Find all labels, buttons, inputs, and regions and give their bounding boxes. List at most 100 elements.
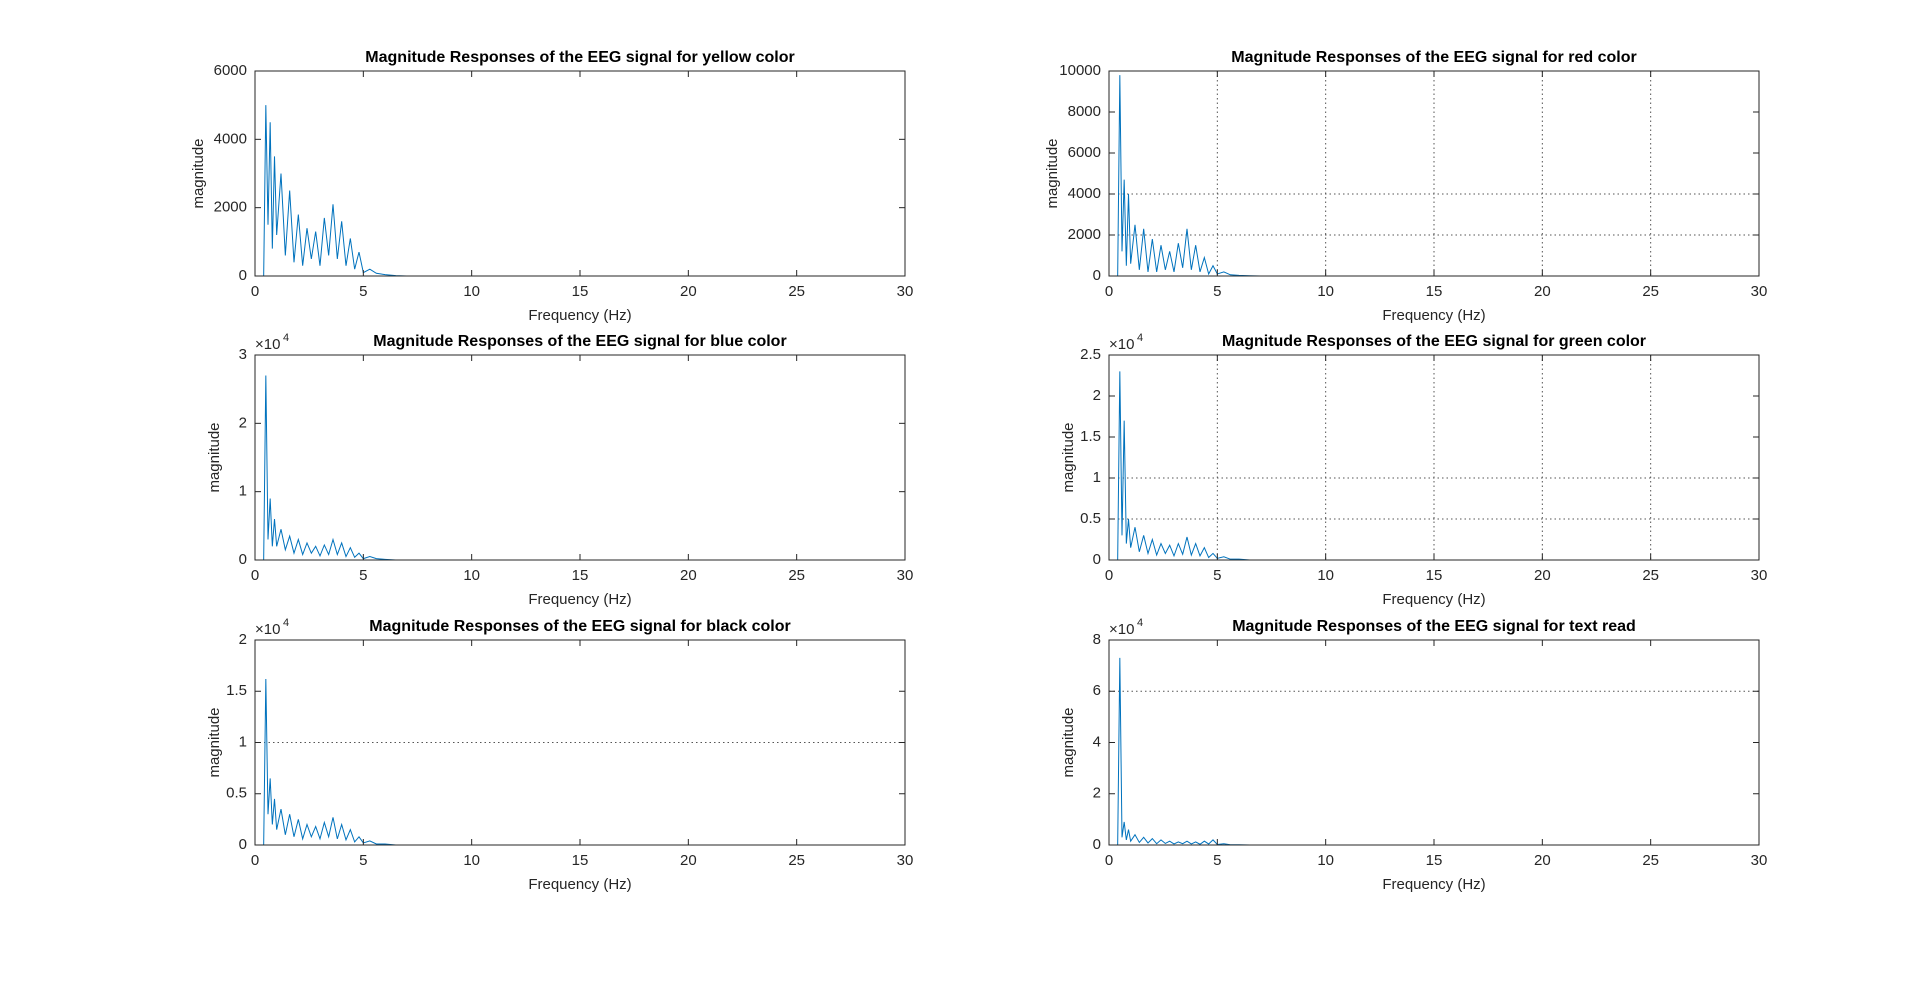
y-multiplier-power: 4 [1137, 617, 1143, 629]
y-tick-label: 2.5 [1080, 346, 1101, 363]
x-tick-label: 15 [1426, 567, 1443, 584]
subplot: 0 5 10 15 20 25 30 0 0.5 1 1.5 2 2.5 Magnitude Respon… [1060, 332, 1767, 608]
y-tick-label: 2000 [214, 199, 247, 216]
chart-title: Magnitude Responses of the EEG signal fo… [373, 333, 786, 350]
subplot: 0 5 10 15 20 25 30 0 1 2 3 Magnitude Responses of t… [206, 332, 913, 608]
subplot: 0 5 10 15 20 25 30 0 0.5 1 1.5 2 Magnitude Responses… [206, 617, 913, 893]
x-tick-label: 0 [1105, 852, 1113, 869]
x-tick-label: 25 [788, 852, 805, 869]
spectrum-line [1117, 657, 1759, 846]
x-tick-label: 30 [1751, 567, 1768, 584]
spectrum-line [1117, 75, 1759, 277]
spectrum-line [263, 105, 905, 277]
x-tick-label: 10 [1317, 283, 1334, 300]
y-multiplier-base: ×10 [255, 336, 280, 353]
x-axis-label: Frequency (Hz) [1382, 307, 1485, 324]
y-tick-label: 1 [239, 733, 247, 750]
x-axis-label: Frequency (Hz) [528, 307, 631, 324]
chart-title: Magnitude Responses of the EEG signal fo… [369, 618, 790, 635]
x-tick-label: 20 [680, 567, 697, 584]
x-tick-label: 0 [251, 852, 259, 869]
y-multiplier-base: ×10 [1109, 621, 1134, 638]
y-axis-label: magnitude [1060, 422, 1077, 492]
y-axis-label: magnitude [1060, 707, 1077, 777]
axes-background [1109, 640, 1759, 845]
x-tick-label: 5 [359, 567, 367, 584]
y-tick-label: 4000 [1068, 185, 1101, 202]
x-tick-label: 5 [1213, 852, 1221, 869]
y-tick-label: 0 [239, 551, 247, 568]
x-tick-label: 15 [1426, 852, 1443, 869]
x-tick-label: 5 [359, 283, 367, 300]
x-tick-label: 20 [680, 852, 697, 869]
x-tick-label: 20 [1534, 283, 1551, 300]
y-tick-label: 1.5 [1080, 428, 1101, 445]
subplot: 0 5 10 15 20 25 30 0 2 4 6 8 Magnitude Responses of … [1060, 617, 1767, 893]
y-tick-label: 2 [239, 414, 247, 431]
axes-background [1109, 355, 1759, 560]
y-axis-label: magnitude [190, 138, 207, 208]
x-tick-label: 5 [359, 852, 367, 869]
spectrum-line [263, 678, 905, 846]
y-tick-label: 0 [1093, 551, 1101, 568]
x-tick-label: 0 [251, 283, 259, 300]
y-multiplier-base: ×10 [255, 621, 280, 638]
y-tick-label: 4 [1093, 733, 1101, 750]
x-tick-label: 20 [1534, 567, 1551, 584]
axes-background [255, 355, 905, 560]
x-tick-label: 25 [1642, 852, 1659, 869]
subplot: 0 5 10 15 20 25 30 0 2000 4000 6000 Magnitude Respo… [190, 49, 913, 324]
y-multiplier-power: 4 [1137, 332, 1143, 344]
chart-title: Magnitude Responses of the EEG signal fo… [1232, 618, 1636, 635]
y-multiplier-power: 4 [283, 332, 289, 344]
axes-background [1109, 71, 1759, 276]
spectrum-line [1117, 371, 1759, 561]
x-axis-label: Frequency (Hz) [528, 591, 631, 608]
chart-title: Magnitude Responses of the EEG signal fo… [1231, 49, 1636, 66]
x-tick-label: 10 [463, 567, 480, 584]
y-tick-label: 2 [239, 631, 247, 648]
y-tick-label: 3 [239, 346, 247, 363]
y-tick-label: 0.5 [226, 785, 247, 802]
x-tick-label: 30 [1751, 852, 1768, 869]
x-axis-label: Frequency (Hz) [1382, 876, 1485, 893]
y-tick-label: 0 [239, 267, 247, 284]
x-tick-label: 5 [1213, 283, 1221, 300]
y-tick-label: 10000 [1059, 62, 1101, 79]
y-tick-label: 2 [1093, 785, 1101, 802]
y-tick-label: 0.5 [1080, 510, 1101, 527]
x-tick-label: 10 [1317, 852, 1334, 869]
x-tick-label: 25 [788, 283, 805, 300]
x-tick-label: 15 [572, 852, 589, 869]
y-tick-label: 6000 [1068, 144, 1101, 161]
x-tick-label: 30 [1751, 283, 1768, 300]
y-tick-label: 1 [239, 483, 247, 500]
x-tick-label: 30 [897, 852, 914, 869]
x-tick-label: 15 [572, 283, 589, 300]
y-tick-label: 6000 [214, 62, 247, 79]
x-tick-label: 0 [251, 567, 259, 584]
x-axis-label: Frequency (Hz) [528, 876, 631, 893]
x-tick-label: 25 [788, 567, 805, 584]
x-tick-label: 15 [1426, 283, 1443, 300]
y-tick-label: 4000 [214, 130, 247, 147]
y-tick-label: 1.5 [226, 682, 247, 699]
y-tick-label: 2000 [1068, 226, 1101, 243]
y-tick-label: 8 [1093, 631, 1101, 648]
x-tick-label: 30 [897, 567, 914, 584]
x-tick-label: 25 [1642, 283, 1659, 300]
subplot: 0 5 10 15 20 25 30 0 2000 4000 6000 8000 10000 Magnit… [1044, 49, 1767, 324]
y-tick-label: 8000 [1068, 103, 1101, 120]
y-tick-label: 0 [239, 836, 247, 853]
y-tick-label: 0 [1093, 836, 1101, 853]
x-tick-label: 10 [1317, 567, 1334, 584]
x-tick-label: 10 [463, 283, 480, 300]
x-tick-label: 5 [1213, 567, 1221, 584]
x-tick-label: 25 [1642, 567, 1659, 584]
y-tick-label: 6 [1093, 682, 1101, 699]
x-tick-label: 20 [680, 283, 697, 300]
spectrum-line [263, 375, 905, 561]
x-tick-label: 0 [1105, 567, 1113, 584]
chart-title: Magnitude Responses of the EEG signal fo… [1222, 333, 1646, 350]
